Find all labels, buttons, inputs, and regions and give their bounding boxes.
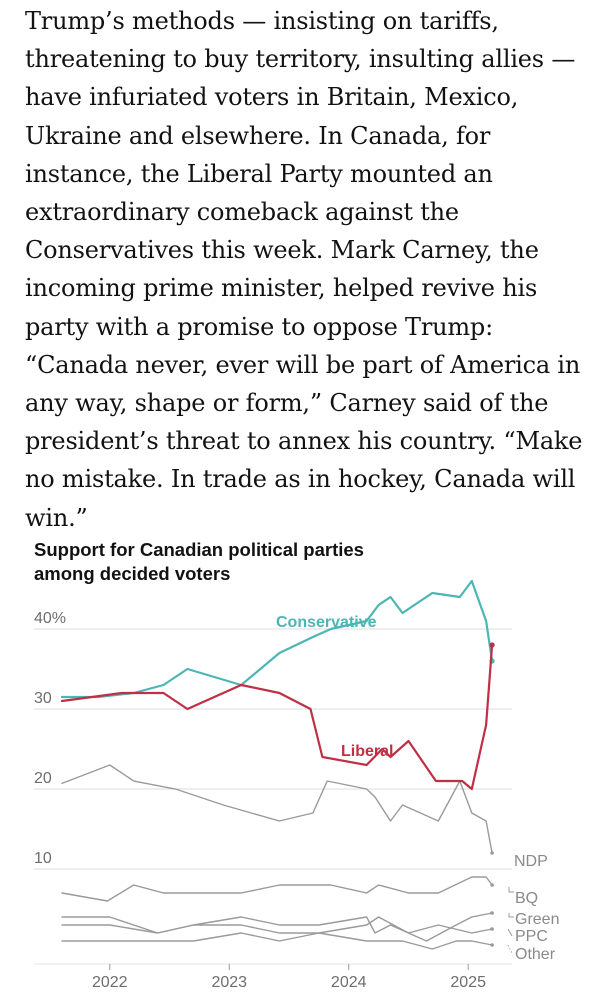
series-line-green (61, 912, 493, 942)
y-tick-label: 30 (34, 690, 52, 707)
series-end-point-bq (490, 883, 494, 887)
x-tick-label: 2022 (92, 974, 128, 991)
leader-line (508, 887, 514, 893)
series-label-other: Other (515, 946, 556, 963)
y-tick-label: 40% (34, 610, 66, 627)
y-tick-label: 10 (34, 850, 52, 867)
leader-line (507, 944, 513, 954)
series-line-liberal (60, 643, 494, 791)
leader-line (507, 928, 513, 937)
y-tick-label: 20 (34, 770, 52, 787)
x-tick-label: 2024 (331, 974, 367, 991)
chart-title-line: Support for Canadian political parties (34, 539, 364, 560)
article-paragraph: Trump’s methods — insisting on tariffs, … (25, 7, 583, 532)
x-tick-label: 2025 (450, 974, 486, 991)
series-line-conservative (60, 579, 494, 699)
series-line-bq (61, 876, 493, 902)
series-label-ndp: NDP (514, 853, 548, 870)
series-end-point-ndp (490, 851, 494, 855)
chart-title: Support for Canadian political parties a… (34, 538, 454, 586)
series-end-point-ppc (490, 927, 494, 931)
series-end-point-other (490, 943, 494, 947)
leader-line (508, 913, 514, 918)
series-label-green: Green (515, 911, 559, 928)
series-label-conservative: Conservative (276, 614, 377, 631)
x-tick-label: 2023 (211, 974, 247, 991)
series-label-ppc: PPC (515, 928, 548, 945)
series-line-ndp (61, 764, 493, 854)
series-label-bq: BQ (515, 890, 538, 907)
series-end-point-liberal (489, 642, 495, 648)
series-end-point-green (490, 911, 494, 915)
chart-title-line: among decided voters (34, 563, 231, 584)
series-label-liberal: Liberal (341, 743, 393, 760)
